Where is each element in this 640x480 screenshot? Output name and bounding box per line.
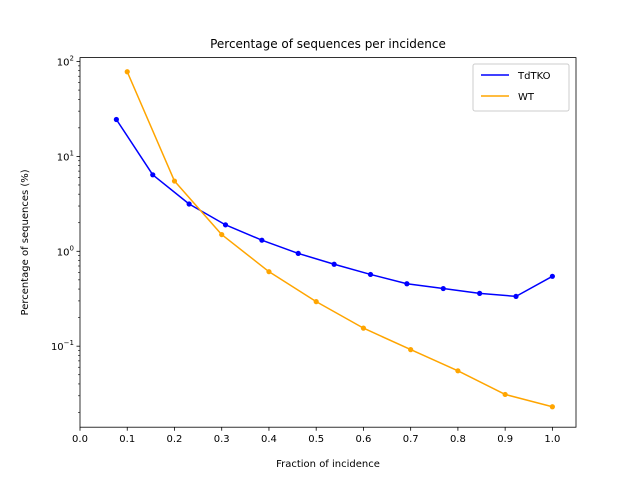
series-line-wt	[126, 71, 553, 408]
x-tick-label: 0.8	[450, 434, 466, 445]
x-tick-label: 0.3	[214, 434, 230, 445]
x-tick-label: 0.4	[261, 434, 277, 445]
data-point-tdtko	[186, 201, 192, 207]
data-point-tdtko	[259, 237, 265, 243]
y-tick-label: 100	[57, 244, 74, 258]
data-point-wt	[313, 299, 319, 305]
x-tick-label: 0.7	[403, 434, 419, 445]
x-tick-label: 1.0	[544, 434, 560, 445]
data-point-tdtko	[549, 273, 555, 279]
data-point-wt	[266, 269, 272, 275]
data-point-tdtko	[150, 172, 156, 178]
y-tick-label: 102	[57, 55, 74, 69]
x-axis-label: Fraction of incidence	[276, 459, 380, 470]
data-point-tdtko	[367, 271, 374, 278]
x-tick-label: 0.0	[72, 434, 88, 445]
data-point-wt	[455, 368, 461, 374]
x-tick-label: 0.6	[355, 434, 371, 445]
data-point-tdtko	[404, 281, 410, 287]
data-point-wt	[408, 347, 414, 353]
y-tick-label: 101	[57, 149, 74, 163]
series-line-tdtko	[115, 119, 553, 298]
chart-title: Percentage of sequences per incidence	[210, 37, 446, 51]
data-point-tdtko	[113, 116, 119, 123]
data-point-tdtko	[331, 261, 337, 267]
x-axis: 0.0 0.1 0.2 0.3 0.4 0.5 0.6 0.7 0.8 0.9 1.0	[72, 427, 560, 445]
plot-area	[113, 69, 555, 410]
legend: TdTKO WT	[472, 63, 570, 112]
data-point-tdtko	[295, 250, 301, 257]
data-point-wt	[171, 178, 178, 184]
x-tick-label: 0.5	[308, 434, 324, 445]
data-point-wt	[124, 69, 130, 75]
y-axis-label: Percentage of sequences (%)	[20, 169, 31, 315]
data-point-wt	[502, 391, 508, 398]
data-point-tdtko	[440, 285, 446, 292]
data-point-tdtko	[477, 290, 483, 296]
data-point-tdtko	[222, 222, 229, 228]
y-axis: 102 101 100 10−1	[51, 55, 80, 413]
data-point-wt	[360, 325, 367, 331]
x-tick-label: 0.1	[119, 434, 135, 445]
x-tick-label: 0.9	[497, 434, 513, 445]
data-point-tdtko	[513, 293, 519, 299]
plot-frame	[79, 57, 577, 428]
data-point-wt	[219, 231, 225, 238]
data-point-wt	[549, 404, 555, 410]
x-tick-label: 0.2	[167, 434, 183, 445]
legend-label-wt: WT	[518, 92, 535, 103]
y-tick-label: 10−1	[51, 339, 74, 353]
legend-label-tdtko: TdTKO	[517, 71, 551, 82]
